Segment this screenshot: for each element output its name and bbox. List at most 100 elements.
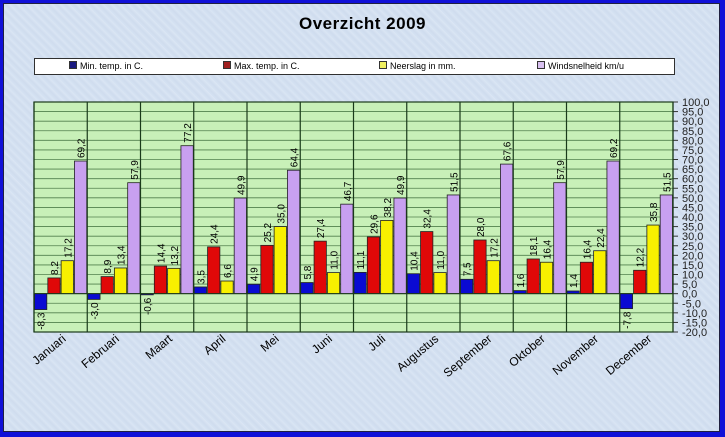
- bar: [593, 250, 607, 295]
- bar: [100, 276, 114, 295]
- legend-label-max-temp: Max. temp. in C.: [234, 61, 300, 71]
- data-label: 7,5: [463, 262, 474, 276]
- y-tick-label: 40,0: [682, 212, 703, 224]
- y-tick-label: 30,0: [682, 231, 703, 243]
- data-label: 8,9: [103, 259, 114, 273]
- data-label: 6,6: [223, 264, 234, 278]
- y-tick-label: 90,0: [682, 116, 703, 128]
- bar: [633, 269, 647, 295]
- data-label: 77,2: [183, 123, 194, 143]
- y-tick-label: 50,0: [682, 193, 703, 205]
- data-label: 51,5: [662, 172, 673, 192]
- data-label: 46,7: [343, 181, 354, 201]
- bar: [406, 273, 420, 295]
- data-label: -3,0: [90, 302, 101, 320]
- y-tick-label: 80,0: [682, 135, 703, 147]
- bar: [207, 246, 221, 295]
- bar: [60, 260, 74, 295]
- y-tick-label: 10,0: [682, 270, 703, 282]
- data-label: 22,4: [596, 228, 607, 248]
- data-label: 13,2: [170, 245, 181, 265]
- data-label: 1,6: [516, 273, 527, 287]
- data-label: 4,9: [250, 267, 261, 281]
- y-tick-label: -15,0: [682, 317, 707, 329]
- bar: [87, 293, 101, 300]
- legend-swatch-neerslag: [379, 61, 387, 69]
- bar: [113, 267, 128, 295]
- bar: [486, 260, 500, 295]
- bar: [446, 194, 460, 295]
- data-label: 11,0: [436, 250, 447, 269]
- data-label: 16,4: [582, 239, 593, 259]
- bar: [273, 226, 287, 295]
- data-label: 3,5: [196, 270, 207, 284]
- bar: [433, 272, 447, 295]
- bar: [153, 265, 168, 295]
- bar: [460, 278, 474, 295]
- bar: [300, 282, 314, 295]
- bar: [420, 231, 434, 295]
- y-tick-label: 0,0: [682, 289, 697, 301]
- y-tick-label: 55,0: [682, 183, 703, 195]
- bar: [47, 277, 61, 295]
- x-tick-label: April: [201, 332, 228, 358]
- y-tick-label: 45,0: [682, 202, 703, 214]
- bar: [539, 261, 554, 295]
- legend-label-neerslag: Neerslag in mm.: [390, 61, 456, 71]
- legend-item-min-temp: Min. temp. in C.: [69, 61, 143, 71]
- bar: [247, 283, 261, 295]
- legend-swatch-wind: [537, 61, 545, 69]
- data-label: 8,2: [50, 261, 61, 275]
- bar: [193, 286, 207, 295]
- data-label: 49,9: [396, 175, 407, 195]
- x-tick-label: Februari: [79, 332, 122, 371]
- bar: [526, 258, 540, 295]
- legend-item-max-temp: Max. temp. in C.: [223, 61, 300, 71]
- bar: [180, 145, 194, 295]
- x-tick-label: Juni: [309, 332, 335, 357]
- bar: [326, 272, 341, 295]
- plot-border: [33, 101, 674, 333]
- data-label: 69,2: [77, 138, 88, 158]
- y-tick-label: -5,0: [682, 298, 701, 310]
- y-tick-label: 65,0: [682, 164, 703, 176]
- y-tick-label: 15,0: [682, 260, 703, 272]
- data-label: 67,6: [503, 141, 514, 161]
- x-tick-label: Maart: [143, 331, 176, 362]
- legend-swatch-min-temp: [69, 61, 77, 69]
- x-tick-label: Mei: [258, 332, 282, 355]
- data-label: 17,2: [489, 238, 500, 258]
- x-tick-label: Januari: [29, 332, 68, 368]
- bar: [659, 194, 673, 295]
- x-tick-label: September: [441, 332, 495, 380]
- data-label: 57,9: [130, 160, 141, 180]
- bar: [646, 224, 660, 295]
- data-label: 51,5: [449, 172, 460, 192]
- bar: [606, 160, 620, 295]
- data-label: 1,4: [569, 274, 580, 288]
- bar: [380, 220, 394, 295]
- y-tick-label: 95,0: [682, 107, 703, 119]
- bar: [74, 160, 88, 295]
- bar: [34, 293, 48, 310]
- x-tick-label: December: [603, 332, 654, 378]
- data-label: 13,4: [117, 245, 128, 265]
- bar: [393, 197, 407, 295]
- data-label: 16,4: [543, 239, 554, 259]
- y-tick-label: 25,0: [682, 241, 703, 253]
- data-label: -8,3: [37, 312, 48, 330]
- y-tick-label: 35,0: [682, 222, 703, 234]
- data-label: 49,9: [236, 175, 247, 195]
- data-label: 17,2: [63, 238, 74, 258]
- legend-label-wind: Windsnelheid km/u: [548, 61, 625, 71]
- data-label: 12,2: [636, 247, 647, 267]
- data-label: 38,2: [383, 198, 394, 218]
- bar: [366, 236, 381, 295]
- data-label: 11,1: [356, 250, 367, 269]
- bar: [233, 197, 247, 295]
- bar: [340, 203, 354, 295]
- data-label: 35,0: [276, 204, 287, 224]
- bar: [500, 163, 514, 295]
- chart-title: Overzicht 2009: [298, 14, 426, 33]
